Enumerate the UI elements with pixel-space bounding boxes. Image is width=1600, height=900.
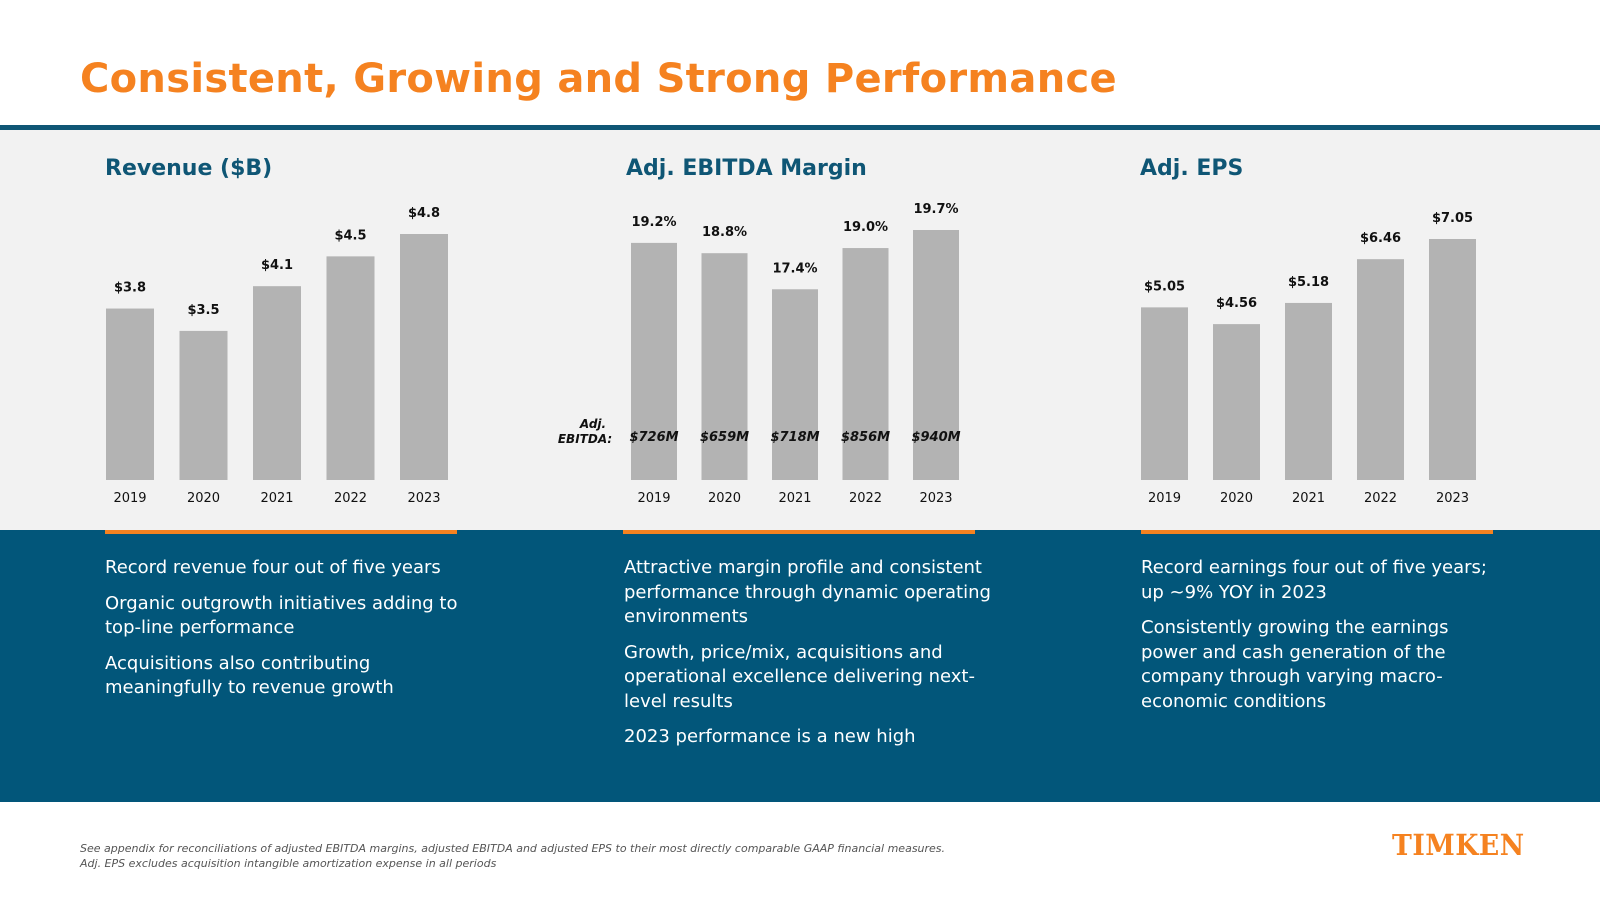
bar [913, 230, 959, 480]
bar [1213, 324, 1260, 480]
revenue-chart: $3.8 2019 $3.5 2020 $4.1 2021 $4.5 2022 $4.8 2023 [106, 206, 448, 506]
revenue-divider [105, 530, 457, 534]
data-label: 19.0% [843, 220, 888, 235]
data-label: 17.4% [772, 261, 817, 276]
data-label: $4.1 [261, 258, 293, 273]
x-tick-label: 2019 [637, 491, 670, 506]
bar [1357, 259, 1404, 480]
bar [1141, 307, 1188, 480]
revenue-bullet: Organic outgrowth initiatives adding to … [105, 592, 458, 639]
eps-bullet: Consistently growing the earnings power … [1141, 617, 1449, 712]
ebitda-value-label: $659M [700, 430, 749, 445]
x-tick-label: 2019 [1148, 491, 1181, 506]
eps-bullet: Record earnings four out of five years; … [1141, 557, 1487, 603]
footnote: See appendix for reconciliations of adju… [80, 842, 945, 871]
x-tick-label: 2020 [1220, 491, 1253, 506]
bar [326, 256, 375, 480]
x-tick-label: 2022 [849, 491, 882, 506]
x-tick-label: 2023 [407, 491, 440, 506]
ebitda-row-label-line: EBITDA: [558, 432, 612, 446]
x-tick-label: 2020 [708, 491, 741, 506]
ebitda-commentary: Attractive margin profile and consistent… [624, 556, 999, 761]
x-tick-label: 2023 [1436, 491, 1469, 506]
bar [772, 289, 818, 480]
eps-chart: $5.05 2019 $4.56 2020 $5.18 2021 $6.46 2022 $7.0… [1141, 211, 1476, 506]
eps-title: Adj. EPS [1140, 156, 1244, 181]
data-label: $6.46 [1360, 231, 1401, 246]
bar [842, 248, 889, 480]
x-tick-label: 2021 [1292, 491, 1325, 506]
revenue-bullet: Record revenue four out of five years [105, 557, 441, 578]
bar [106, 308, 154, 480]
ebitda-bullet: Growth, price/mix, acquisitions and oper… [624, 641, 975, 712]
timken-logo: TIMKEN [1392, 828, 1525, 862]
data-label: $4.5 [334, 228, 366, 243]
ebitda-chart: 19.2% 2019 $726M 18.8% 2020 $659M 17.4% 2021 $71… [558, 202, 961, 506]
ebitda-title: Adj. EBITDA Margin [626, 156, 867, 181]
ebitda-row-label-line: Adj. [579, 417, 606, 431]
x-tick-label: 2021 [260, 491, 293, 506]
ebitda-divider [623, 530, 975, 534]
bar [1285, 302, 1332, 480]
x-tick-label: 2019 [113, 491, 146, 506]
page-title: Consistent, Growing and Strong Performan… [80, 56, 1117, 102]
eps-divider [1141, 530, 1493, 534]
bar [179, 330, 228, 480]
data-label: 19.7% [913, 202, 958, 217]
x-tick-label: 2023 [919, 491, 952, 506]
data-label: $4.8 [408, 206, 440, 221]
bar [253, 286, 301, 480]
data-label: $5.18 [1288, 275, 1329, 290]
x-tick-label: 2020 [187, 491, 220, 506]
ebitda-value-label: $726M [629, 430, 678, 445]
ebitda-value-label: $718M [770, 430, 819, 445]
ebitda-value-label: $856M [841, 430, 890, 445]
data-label: $5.05 [1144, 279, 1185, 294]
revenue-title: Revenue ($B) [105, 156, 273, 181]
revenue-bullet: Acquisitions also contributing meaningfu… [105, 652, 394, 699]
x-tick-label: 2022 [334, 491, 367, 506]
data-label: $7.05 [1432, 211, 1473, 226]
data-label: $3.5 [187, 303, 219, 318]
commentary-band [0, 530, 1600, 802]
ebitda-bullet: 2023 performance is a new high [624, 726, 916, 747]
x-tick-label: 2022 [1364, 491, 1397, 506]
bar [400, 234, 448, 480]
bar [631, 242, 677, 480]
ebitda-value-label: $940M [911, 430, 960, 445]
bar [701, 253, 748, 480]
data-label: $4.56 [1216, 296, 1257, 311]
ebitda-row-label: Adj. EBITDA: [558, 417, 612, 446]
eps-commentary: Record earnings four out of five years; … [1141, 556, 1501, 725]
title-rule [0, 125, 1600, 130]
data-label: $3.8 [114, 281, 146, 296]
x-tick-label: 2021 [778, 491, 811, 506]
data-label: 18.8% [702, 225, 747, 240]
revenue-commentary: Record revenue four out of five years Or… [105, 556, 465, 712]
ebitda-bullet: Attractive margin profile and consistent… [624, 557, 991, 627]
footnote-line: Adj. EPS excludes acquisition intangible… [80, 856, 497, 870]
data-label: 19.2% [631, 215, 676, 230]
bar [1429, 239, 1476, 480]
footnote-line: See appendix for reconciliations of adju… [80, 842, 946, 855]
